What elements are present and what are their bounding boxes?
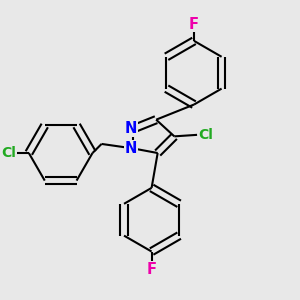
Text: N: N <box>125 141 137 156</box>
Text: F: F <box>147 262 157 277</box>
Text: N: N <box>125 121 137 136</box>
Text: Cl: Cl <box>199 128 214 142</box>
Text: Cl: Cl <box>2 146 16 160</box>
Text: F: F <box>189 17 199 32</box>
